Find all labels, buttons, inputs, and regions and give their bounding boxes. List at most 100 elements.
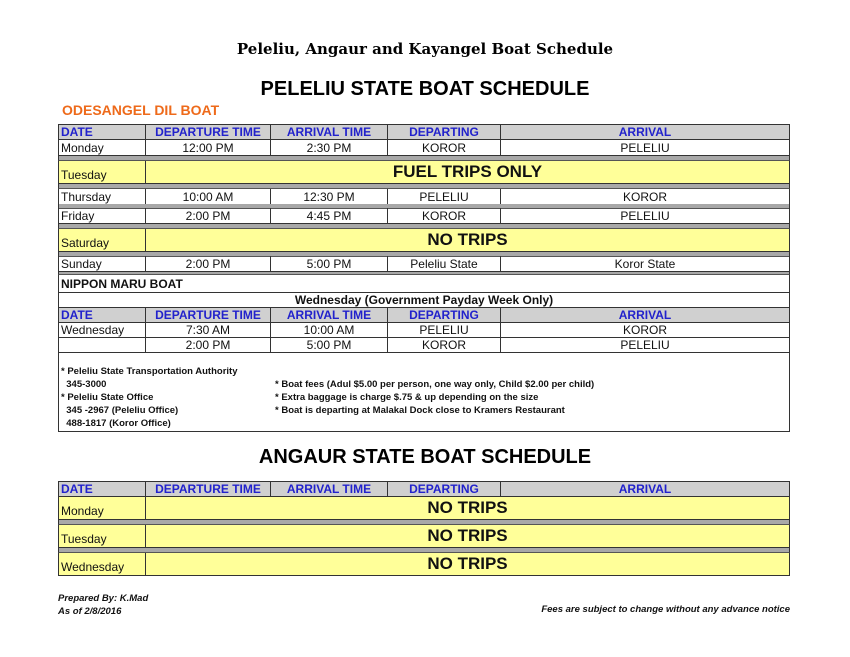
row-separator: [58, 184, 790, 189]
table-row: Sunday 2:00 PM 5:00 PM Peleliu State Kor…: [58, 256, 790, 272]
departing: PELELIU: [388, 323, 501, 337]
note-line: 345 -2967 (Peleliu Office): [61, 405, 179, 416]
departure: 12:00 PM: [146, 140, 271, 155]
col-departure-time: DEPARTURE TIME: [146, 308, 271, 322]
col-arrival-time: ARRIVAL TIME: [271, 308, 388, 322]
departure: 2:00 PM: [146, 208, 271, 223]
boat2-subtitle: Wednesday (Government Payday Week Only): [294, 293, 554, 307]
departing: PELELIU: [388, 189, 501, 204]
row-separator: [58, 156, 790, 161]
note-line: 488-1817 (Koror Office): [61, 418, 171, 429]
note-line: * Peleliu State Office: [61, 392, 154, 403]
table-header: DATE DEPARTURE TIME ARRIVAL TIME DEPARTI…: [58, 307, 790, 323]
arrival-time: 5:00 PM: [271, 256, 388, 271]
col-arrival: ARRIVAL: [618, 125, 672, 139]
note-line: * Peleliu State Transportation Authority: [61, 366, 238, 377]
table-header: DATE DEPARTURE TIME ARRIVAL TIME DEPARTI…: [58, 481, 790, 497]
table-row: Friday 2:00 PM 4:45 PM KOROR PELELIU: [58, 208, 790, 224]
table-row: 2:00 PM 5:00 PM KOROR PELELIU: [58, 338, 790, 353]
arrival: Koror State: [614, 256, 676, 271]
col-departing: DEPARTING: [388, 308, 501, 322]
day: Tuesday: [59, 161, 146, 183]
contact-notes: * Peleliu State Transportation Authority…: [61, 365, 266, 430]
col-arrival: ARRIVAL: [618, 482, 672, 496]
arrival: PELELIU: [620, 338, 670, 352]
table-row: Saturday NO TRIPS: [58, 229, 790, 252]
day: Monday: [59, 140, 146, 155]
table-row: Wednesday 7:30 AM 10:00 AM PELELIU KOROR: [58, 323, 790, 338]
arrival-time: 2:30 PM: [271, 140, 388, 155]
day: Saturday: [59, 229, 146, 251]
col-departing: DEPARTING: [388, 125, 501, 139]
col-departure-time: DEPARTURE TIME: [146, 482, 271, 496]
day: [59, 338, 146, 352]
angaur-title: ANGAUR STATE BOAT SCHEDULE: [258, 446, 592, 468]
arrival: KOROR: [622, 323, 667, 337]
table-row: Monday 12:00 PM 2:30 PM KOROR PELELIU: [58, 140, 790, 156]
arrival-time: 4:45 PM: [271, 208, 388, 223]
arrival-time: 12:30 PM: [271, 189, 388, 204]
prepared-by: Prepared By: K.Mad: [58, 593, 149, 604]
table-row: Monday NO TRIPS: [58, 497, 790, 520]
col-arrival-time: ARRIVAL TIME: [271, 125, 388, 139]
boat2-label: NIPPON MARU BOAT: [61, 276, 183, 291]
departure: 2:00 PM: [146, 338, 271, 352]
row-separator: [58, 520, 790, 525]
col-date: DATE: [59, 308, 146, 322]
row-separator: [58, 252, 790, 257]
no-trips-note: NO TRIPS: [427, 526, 508, 545]
col-arrival: ARRIVAL: [618, 308, 672, 322]
note-line: * Boat fees (Adul $5.00 per person, one …: [275, 379, 595, 390]
boat2-row: NIPPON MARU BOAT: [58, 275, 790, 293]
day: Friday: [59, 208, 146, 223]
day: Thursday: [59, 189, 146, 204]
day: Wednesday: [59, 553, 146, 575]
day: Sunday: [59, 256, 146, 271]
table-row: Thursday 10:00 AM 12:30 PM PELELIU KOROR: [58, 189, 790, 205]
arrival-time: 5:00 PM: [271, 338, 388, 352]
fuel-trips-note: FUEL TRIPS ONLY: [392, 162, 543, 181]
boat1-label: ODESANGEL DIL BOAT: [62, 102, 220, 118]
table-row: Tuesday FUEL TRIPS ONLY: [58, 161, 790, 184]
col-departure-time: DEPARTURE TIME: [146, 125, 271, 139]
boat2-subtitle-row: Wednesday (Government Payday Week Only): [58, 293, 790, 308]
as-of-date: As of 2/8/2016: [58, 606, 122, 617]
col-date: DATE: [59, 482, 146, 496]
departing: Peleliu State: [388, 256, 501, 271]
col-date: DATE: [59, 125, 146, 139]
disclaimer: Fees are subject to change without any a…: [541, 604, 790, 615]
departing: KOROR: [388, 338, 501, 352]
no-trips-note: NO TRIPS: [427, 230, 508, 249]
departure: 10:00 AM: [146, 189, 271, 204]
no-trips-note: NO TRIPS: [427, 554, 508, 573]
table-row: Tuesday NO TRIPS: [58, 525, 790, 548]
day: Monday: [59, 497, 146, 519]
row-separator: [58, 548, 790, 553]
row-separator: [58, 224, 790, 229]
document-title: Peleliu, Angaur and Kayangel Boat Schedu…: [236, 40, 614, 58]
table-row: Wednesday NO TRIPS: [58, 553, 790, 576]
departing: KOROR: [388, 208, 501, 223]
departure: 7:30 AM: [146, 323, 271, 337]
notes-box: * Peleliu State Transportation Authority…: [58, 353, 790, 432]
fee-notes: * Boat fees (Adul $5.00 per person, one …: [275, 378, 594, 417]
arrival: KOROR: [622, 189, 667, 204]
row-separator: [58, 272, 790, 275]
row-separator: [58, 204, 790, 209]
no-trips-note: NO TRIPS: [427, 498, 508, 517]
col-departing: DEPARTING: [388, 482, 501, 496]
col-arrival-time: ARRIVAL TIME: [271, 482, 388, 496]
note-line: * Extra baggage is charge $.75 & up depe…: [275, 392, 539, 403]
table-header: DATE DEPARTURE TIME ARRIVAL TIME DEPARTI…: [58, 124, 790, 140]
departure: 2:00 PM: [146, 256, 271, 271]
arrival: PELELIU: [620, 140, 670, 155]
departing: KOROR: [388, 140, 501, 155]
arrival: PELELIU: [620, 208, 670, 223]
day: Wednesday: [59, 323, 146, 337]
note-line: * Boat is departing at Malakal Dock clos…: [275, 405, 565, 416]
arrival-time: 10:00 AM: [271, 323, 388, 337]
note-line: 345-3000: [61, 379, 107, 390]
peleliu-title: PELELIU STATE BOAT SCHEDULE: [260, 78, 590, 100]
day: Tuesday: [59, 525, 146, 547]
